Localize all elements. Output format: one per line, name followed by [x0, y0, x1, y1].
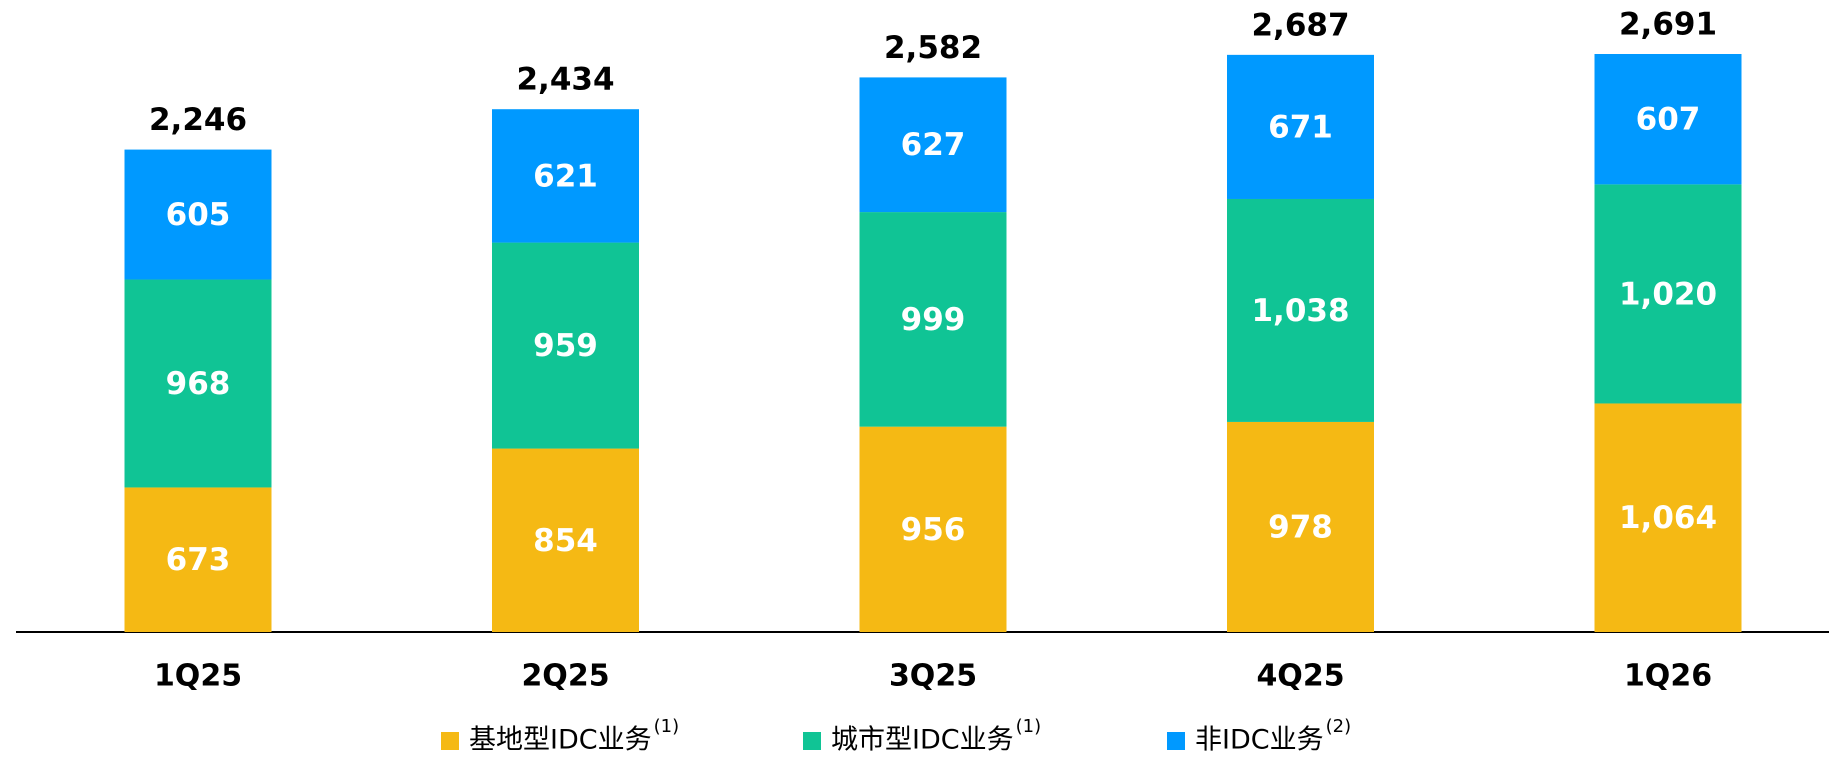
legend-label: 非IDC业务: [1195, 725, 1324, 756]
value-label: 605: [166, 197, 231, 233]
bar-segment: [124, 487, 272, 632]
x-tick-label: 1Q26: [1624, 659, 1712, 694]
value-label: 1,064: [1619, 500, 1717, 536]
bar-segment: [1227, 421, 1374, 632]
value-label: 621: [533, 158, 598, 194]
value-label: 968: [166, 366, 231, 402]
legend-swatch: [441, 732, 459, 750]
bar-segment: [1594, 54, 1742, 185]
x-tick-label: 4Q25: [1256, 659, 1344, 694]
value-label: 1,038: [1251, 293, 1349, 329]
x-tick-label: 1Q25: [154, 659, 242, 694]
total-label: 2,246: [149, 102, 247, 138]
total-label: 2,582: [884, 30, 982, 66]
bar-segment: [1227, 198, 1374, 422]
legend-note: (2): [1326, 716, 1352, 737]
value-label: 999: [901, 302, 966, 338]
value-label: 673: [166, 542, 231, 578]
bar-segment: [124, 279, 272, 488]
bar-segment: [1594, 184, 1742, 404]
legend-swatch: [803, 732, 821, 750]
value-label: 956: [901, 512, 966, 548]
bar-segment: [859, 212, 1007, 427]
bar-segment: [859, 77, 1007, 213]
legend-note: (1): [654, 716, 680, 737]
bar-segment: [859, 426, 1007, 632]
value-label: 627: [901, 127, 966, 163]
value-label: 959: [533, 328, 598, 364]
total-label: 2,434: [516, 62, 614, 98]
legend-swatch: [1167, 732, 1185, 750]
total-label: 2,687: [1251, 7, 1349, 43]
legend-label: 城市型IDC业务: [831, 725, 1014, 756]
value-label: 671: [1268, 109, 1333, 145]
bar-segment: [1594, 403, 1742, 632]
bar-segment: [492, 109, 639, 243]
bar-segment: [124, 149, 272, 280]
value-label: 1,020: [1619, 276, 1717, 312]
value-label: 978: [1268, 509, 1333, 545]
bar-segment: [492, 242, 639, 449]
total-label: 2,691: [1619, 7, 1717, 43]
x-tick-label: 3Q25: [889, 659, 977, 694]
value-label: 607: [1636, 102, 1701, 138]
bar-segment: [492, 448, 639, 632]
legend-label: 基地型IDC业务: [469, 725, 652, 756]
bar-segment: [1227, 54, 1374, 199]
legend-note: (1): [1016, 716, 1042, 737]
value-label: 854: [533, 523, 598, 559]
x-tick-label: 2Q25: [521, 659, 609, 694]
